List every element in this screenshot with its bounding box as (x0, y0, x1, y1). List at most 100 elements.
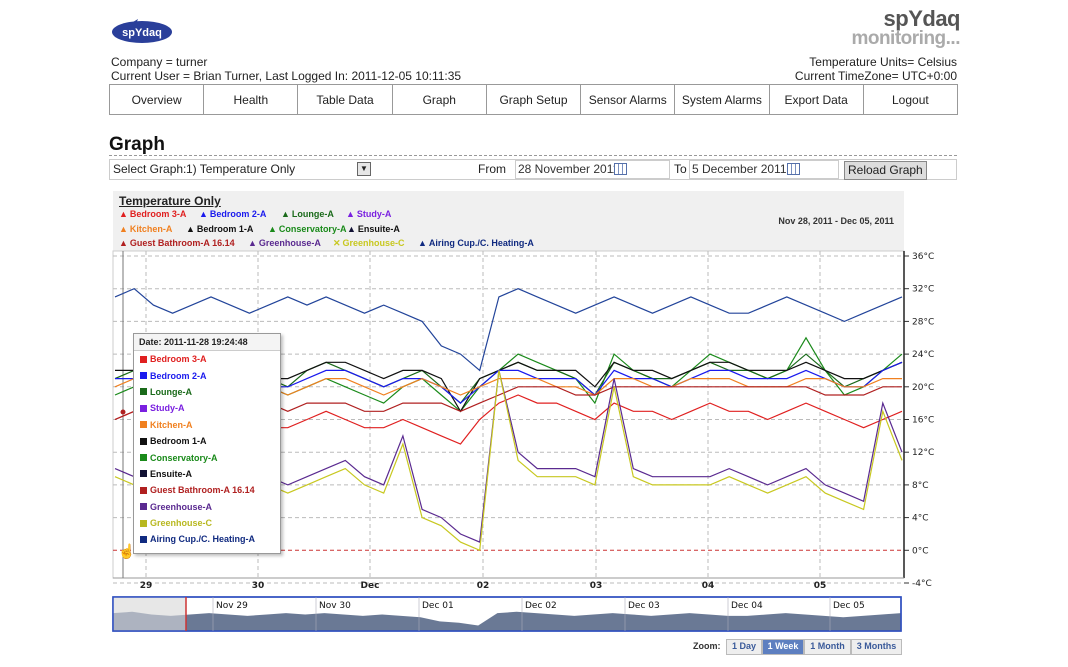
company-info: Company = turner (111, 55, 208, 69)
legend-item[interactable]: ▲ Guest Bathroom-A 16.14 (119, 238, 235, 248)
tooltip-series-name: Bedroom 3-A (150, 354, 207, 365)
legend-item[interactable]: ▲ Bedroom 1-A (186, 224, 253, 234)
legend-label: Bedroom 1-A (196, 224, 254, 234)
legend-item[interactable]: ▲ Bedroom 3-A (119, 209, 186, 219)
zoom-1-week-button[interactable]: 1 Week (762, 639, 804, 655)
zoom-3-months-button[interactable]: 3 Months (851, 639, 902, 655)
legend-label: Conservatory-A (278, 224, 347, 234)
legend-item[interactable]: ▲ Kitchen-A (119, 224, 172, 234)
tooltip-row: Bedroom 2-A (134, 367, 280, 383)
legend-label: Kitchen-A (129, 224, 173, 234)
nav-graph[interactable]: Graph (392, 85, 487, 114)
hover-point (120, 409, 126, 415)
chart-title: Temperature Only (119, 194, 221, 208)
legend-item[interactable]: ✕ Greenhouse-C (333, 238, 405, 249)
from-date-input[interactable]: 28 November 2011 (515, 160, 670, 179)
zoom-1-month-button[interactable]: 1 Month (804, 639, 851, 655)
nav-table-data[interactable]: Table Data (298, 85, 393, 114)
legend-marker-icon: ▲ (119, 238, 128, 248)
series-color-swatch (140, 355, 147, 363)
tooltip-date: Date: 2011-11-28 19:24:48 (134, 334, 280, 351)
y-tick-label: 32°C (912, 285, 934, 295)
legend-marker-icon: ✕ (333, 238, 341, 248)
navigator-label: Nov 30 (319, 601, 351, 611)
x-tick-label: 04 (702, 581, 715, 591)
tooltip-row: Bedroom 3-A (134, 351, 280, 367)
x-tick-label: Dec (361, 581, 380, 591)
legend-item[interactable]: ▲ Study-A (346, 209, 391, 219)
x-tick-label: 03 (590, 581, 603, 591)
legend-marker-icon: ▲ (346, 209, 355, 219)
dropdown-arrow-icon[interactable]: ▼ (357, 162, 371, 176)
legend-label: Bedroom 3-A (129, 209, 187, 219)
tooltip-series-name: Lounge-A (150, 386, 192, 397)
x-tick-label: 29 (140, 581, 153, 591)
nav-graph-setup[interactable]: Graph Setup (486, 85, 582, 114)
series-color-swatch (140, 470, 147, 478)
legend-label: Greenhouse-A (258, 238, 321, 248)
range-navigator[interactable]: Nov 29 Nov 30 Dec 01 Dec 02 Dec 03 Dec 04 Dec … (112, 596, 902, 632)
nav-export-data[interactable]: Export Data (769, 85, 864, 114)
legend-item[interactable]: ▲ Ensuite-A (347, 224, 400, 234)
legend-marker-icon: ▲ (418, 238, 427, 248)
calendar-icon[interactable] (787, 163, 800, 175)
tooltip-series-name: Greenhouse-C (150, 518, 213, 529)
tooltip-series-name: Guest Bathroom-A 16.14 (150, 485, 255, 496)
chart-tooltip: Date: 2011-11-28 19:24:48 Bedroom 3-A Bed… (133, 333, 281, 554)
tooltip-series-name: Kitchen-A (150, 419, 193, 430)
nav-logout[interactable]: Logout (863, 85, 957, 114)
chart-date-range: Nov 28, 2011 - Dec 05, 2011 (778, 216, 894, 226)
to-label: To (674, 162, 687, 176)
tooltip-row: Conservatory-A (134, 449, 280, 465)
legend-label: Study-A (356, 209, 392, 219)
tooltip-series-name: Greenhouse-A (150, 501, 213, 512)
zoom-label: Zoom: (693, 641, 721, 651)
legend-label: Guest Bathroom-A 16.14 (129, 238, 235, 248)
y-tick-label: 36°C (912, 252, 934, 262)
y-tick-label: 24°C (912, 350, 934, 360)
y-tick-label: 16°C (912, 416, 934, 426)
series-color-swatch (140, 437, 147, 445)
y-tick-label: -4°C (912, 579, 932, 589)
nav-health[interactable]: Health (204, 85, 299, 114)
zoom-1-day-button[interactable]: 1 Day (726, 639, 762, 655)
chart-header (113, 191, 904, 251)
reload-graph-button[interactable]: Reload Graph (844, 161, 927, 180)
navigator-label: Dec 02 (525, 601, 557, 611)
brand-title: spYdaq (883, 6, 961, 31)
tooltip-row: Study-A (134, 400, 280, 416)
legend-label: Greenhouse-C (342, 238, 405, 248)
tooltip-row: Lounge-A (134, 384, 280, 400)
series-color-swatch (140, 421, 147, 429)
legend-item[interactable]: ▲ Airing Cup./C. Heating-A (418, 238, 534, 248)
y-tick-label: 12°C (912, 448, 934, 458)
page-title: Graph (109, 134, 165, 155)
nav-overview[interactable]: Overview (110, 85, 205, 114)
nav-sensor-alarms[interactable]: Sensor Alarms (581, 85, 676, 114)
select-graph-dropdown[interactable]: 1) Temperature Only (186, 162, 296, 176)
legend-item[interactable]: ▲ Bedroom 2-A (199, 209, 266, 219)
select-graph-label: Select Graph: (113, 162, 187, 176)
current-user-info: Current User = Brian Turner, Last Logged… (111, 69, 462, 83)
legend-item[interactable]: ▲ Greenhouse-A (248, 238, 321, 248)
series-color-swatch (140, 454, 147, 462)
navigator-area (113, 611, 901, 631)
series-color-swatch (140, 404, 147, 412)
series-color-swatch (140, 388, 147, 396)
x-tick-label: 02 (477, 581, 490, 591)
nav-system-alarms[interactable]: System Alarms (675, 85, 770, 114)
legend-item[interactable]: ▲ Lounge-A (281, 209, 334, 219)
calendar-icon[interactable] (614, 163, 627, 175)
navigator-label: Dec 01 (422, 601, 454, 611)
hand-cursor-icon: ☝ (118, 542, 135, 560)
tooltip-series-name: Study-A (150, 403, 185, 414)
to-date-input[interactable]: 5 December 2011 (689, 160, 839, 179)
spydaq-logo: spYdaq (112, 19, 172, 43)
navigator-label: Dec 05 (833, 601, 865, 611)
legend-item[interactable]: ▲ Conservatory-A (268, 224, 346, 234)
tooltip-series-name: Bedroom 2-A (150, 370, 207, 381)
series-color-swatch (140, 519, 147, 527)
graph-controls: Select Graph: 1) Temperature Only ▼ From… (109, 159, 957, 180)
legend-marker-icon: ▲ (347, 224, 356, 234)
y-tick-label: 0°C (912, 546, 929, 556)
